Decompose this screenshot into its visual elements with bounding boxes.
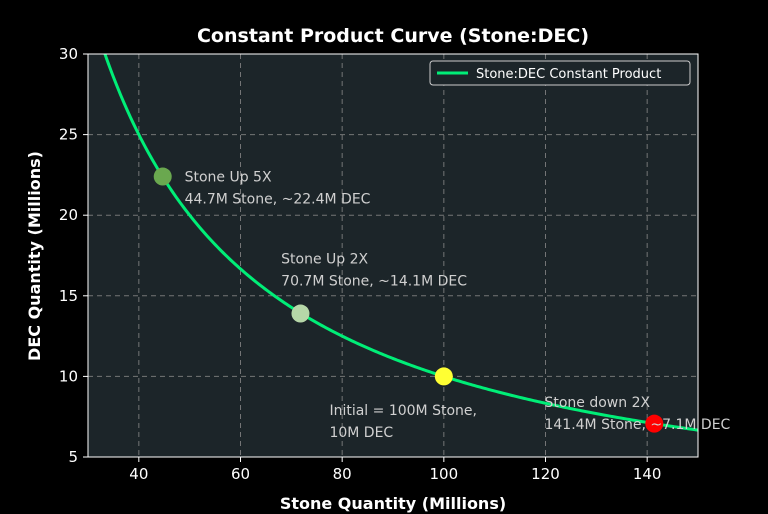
legend-label: Stone:DEC Constant Product [476, 67, 661, 82]
legend: Stone:DEC Constant Product [429, 60, 691, 86]
point-annotation-detail: 141.4M Stone, ~7.1M DEC [544, 417, 730, 433]
y-tick-label: 10 [59, 367, 78, 385]
y-axis-label: DEC Quantity (Millions) [25, 151, 44, 361]
plot-frame [87, 53, 699, 458]
x-tick-label: 120 [531, 465, 560, 483]
point-annotation-detail: 70.7M Stone, ~14.1M DEC [281, 274, 467, 290]
points-layer [153, 167, 664, 433]
data-point [434, 367, 453, 386]
y-tick-label: 5 [68, 448, 78, 466]
data-point [645, 414, 664, 433]
y-tick-label: 25 [59, 126, 78, 144]
point-annotation-title: Stone down 2X [544, 395, 650, 411]
annotations: Stone Up 5X 44.7M Stone, ~22.4M DEC Stone … [185, 169, 731, 441]
point-annotation-title: Initial = 100M Stone, [329, 403, 477, 419]
legend-box [429, 60, 691, 86]
x-tick-label: 100 [430, 465, 459, 483]
x-tick-label: 40 [129, 465, 148, 483]
plot-area [88, 54, 698, 457]
point-annotation-detail: 10M DEC [329, 425, 393, 441]
point-annotation-detail: 44.7M Stone, ~22.4M DEC [185, 191, 371, 207]
point-annotation-title: Stone Up 5X [185, 169, 272, 185]
x-tick-label: 140 [633, 465, 662, 483]
y-tick-label: 20 [59, 206, 78, 224]
axis-ticks: 40 60 80 100 120 140 5 10 15 20 25 30 [59, 45, 662, 483]
data-point [153, 167, 172, 186]
y-tick-label: 30 [59, 45, 78, 63]
y-tick-label: 15 [59, 287, 78, 305]
x-axis-label: Stone Quantity (Millions) [280, 494, 506, 513]
data-point [291, 304, 310, 323]
point-annotation-title: Stone Up 2X [281, 252, 368, 268]
chart-title: Constant Product Curve (Stone:DEC) [197, 25, 589, 47]
x-tick-label: 80 [333, 465, 352, 483]
constant-product-curve [103, 54, 698, 432]
curve-layer [103, 54, 698, 432]
x-tick-label: 60 [231, 465, 250, 483]
